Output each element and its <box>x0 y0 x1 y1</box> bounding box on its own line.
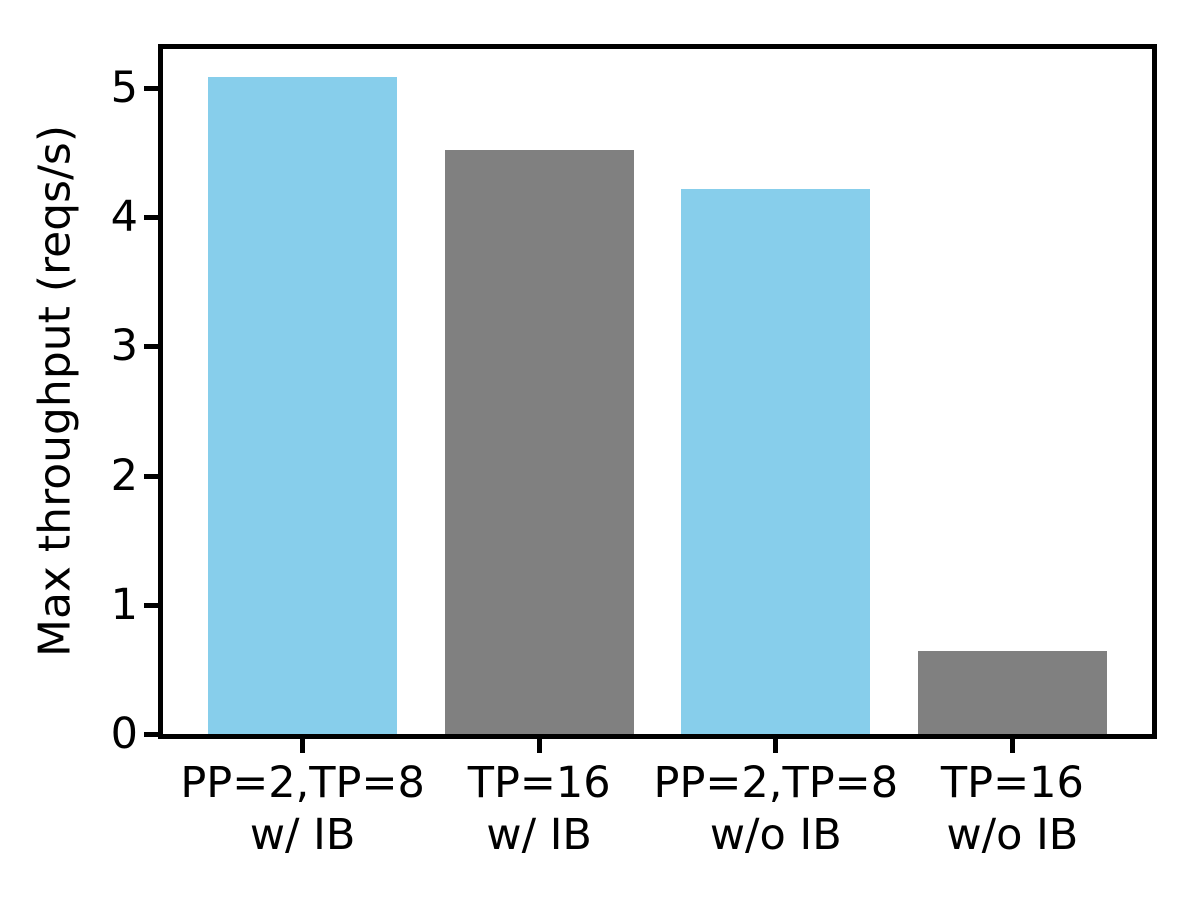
y-tick-mark <box>144 602 158 608</box>
x-tick-label-line: PP=2,TP=8 <box>653 758 899 808</box>
y-tick-label: 0 <box>110 709 138 759</box>
x-tick-label-line: w/ IB <box>249 810 356 860</box>
x-tick-mark <box>300 739 306 753</box>
x-tick-label-line: w/o IB <box>709 810 842 860</box>
x-tick-label-2: PP=2,TP=8 w/o IB <box>626 757 926 861</box>
bar-2 <box>681 188 871 734</box>
bar-0 <box>207 77 398 734</box>
x-tick-mark <box>1009 739 1015 753</box>
y-tick-label: 1 <box>110 579 138 630</box>
x-tick-label-line: w/o IB <box>946 810 1079 860</box>
plot-area <box>158 44 1157 739</box>
y-tick-mark <box>144 344 158 350</box>
y-tick-label: 5 <box>110 62 138 113</box>
bar-1 <box>444 149 634 734</box>
x-tick-label-line: TP=16 <box>467 758 611 808</box>
x-tick-mark <box>536 739 542 753</box>
y-tick-label: 2 <box>110 450 138 501</box>
x-tick-label-3: TP=16 w/o IB <box>862 757 1162 861</box>
x-tick-label-0: PP=2,TP=8 w/ IB <box>153 757 453 861</box>
y-tick-mark <box>144 732 158 737</box>
x-tick-label-line: w/ IB <box>486 810 592 860</box>
x-tick-label-1: TP=16 w/ IB <box>389 757 689 861</box>
y-tick-label: 4 <box>110 192 138 243</box>
y-tick-mark <box>144 473 158 479</box>
x-tick-label-line: TP=16 <box>940 758 1084 808</box>
y-tick-mark <box>144 85 158 91</box>
y-tick-mark <box>144 215 158 221</box>
y-tick-label: 3 <box>110 321 138 372</box>
x-tick-mark <box>773 739 779 753</box>
x-tick-label-line: PP=2,TP=8 <box>180 758 425 808</box>
bar-3 <box>917 651 1108 734</box>
